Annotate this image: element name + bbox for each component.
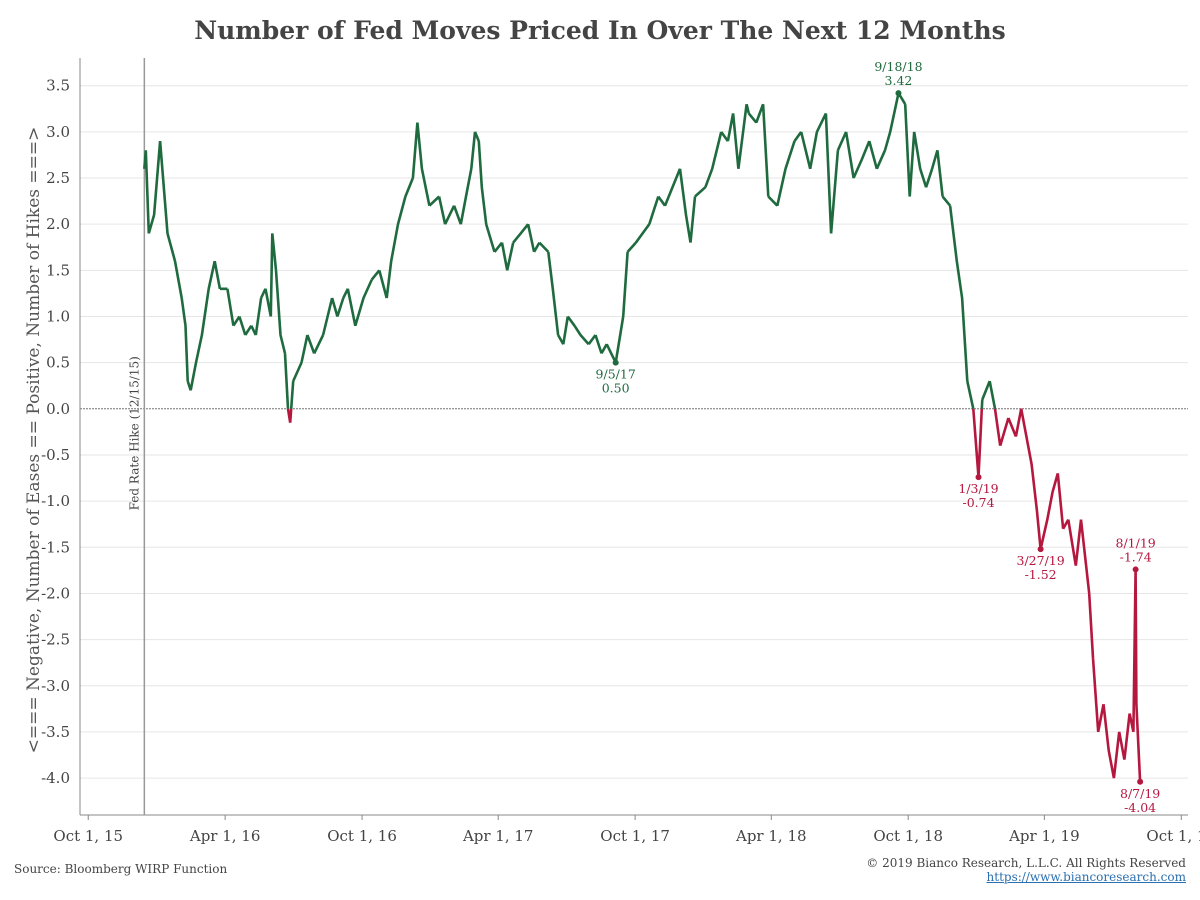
y-tick-label: 3.0 [46, 123, 70, 141]
y-tick-label: -1.0 [41, 492, 70, 510]
annotation-value: -4.04 [1124, 800, 1156, 815]
y-tick-label: -2.0 [41, 584, 70, 602]
series-line-positive [143, 92, 997, 410]
fed-hike-label: Fed Rate Hike (12/15/15) [127, 356, 141, 510]
annotation-value: 0.50 [602, 381, 630, 396]
annotation-date: 1/3/19 [958, 481, 998, 496]
annotation-point [1037, 546, 1044, 553]
annotation-value: -1.52 [1025, 567, 1057, 582]
x-tick-label: Oct 1, 16 [327, 827, 397, 845]
website-link[interactable]: https://www.biancoresearch.com [986, 870, 1186, 884]
annotation-point [975, 474, 982, 481]
y-tick-label: -3.0 [41, 677, 70, 695]
annotation-date: 8/7/19 [1120, 786, 1160, 801]
series-line-negative [286, 408, 1142, 782]
y-tick-label: -1.5 [41, 538, 70, 556]
y-tick-label: 2.0 [46, 215, 70, 233]
x-tick-label: Oct 1, 17 [600, 827, 670, 845]
annotation-value: 3.42 [885, 73, 913, 88]
y-tick-label: 3.5 [46, 77, 70, 95]
annotation-date: 3/27/19 [1017, 553, 1065, 568]
annotation-date: 9/5/17 [596, 367, 636, 382]
x-tick-label: Oct 1, 15 [53, 827, 123, 845]
annotation-date: 9/18/18 [874, 59, 922, 74]
x-tick-label: Apr 1, 18 [735, 827, 807, 845]
chart-title: Number of Fed Moves Priced In Over The N… [194, 16, 1006, 45]
y-tick-label: 2.5 [46, 169, 70, 187]
y-tick-label: 1.0 [46, 307, 70, 325]
x-tick-label: Oct 1, 18 [873, 827, 943, 845]
annotation-value: -0.74 [962, 495, 994, 510]
x-tick-label: Apr 1, 17 [462, 827, 534, 845]
y-tick-label: -4.0 [41, 769, 70, 787]
y-tick-label: -2.5 [41, 631, 70, 649]
annotation-point [612, 359, 619, 366]
y-tick-label: -0.5 [41, 446, 70, 464]
source-note: Source: Bloomberg WIRP Function [14, 862, 228, 876]
annotation-value: -1.74 [1120, 549, 1152, 564]
annotation-date: 8/1/19 [1116, 535, 1156, 550]
annotation-point [1137, 778, 1144, 785]
annotation-point [895, 90, 902, 97]
copyright-note: © 2019 Bianco Research, L.L.C. All Right… [866, 856, 1186, 870]
x-tick-label: Apr 1, 16 [189, 827, 261, 845]
y-tick-label: 0.5 [46, 354, 70, 372]
x-tick-label: Oct 1, 19 [1146, 827, 1200, 845]
y-tick-label: 1.5 [46, 261, 70, 279]
y-tick-label: 0.0 [46, 400, 70, 418]
y-tick-label: -3.5 [41, 723, 70, 741]
annotation-point [1132, 566, 1139, 573]
x-tick-label: Apr 1, 19 [1008, 827, 1080, 845]
